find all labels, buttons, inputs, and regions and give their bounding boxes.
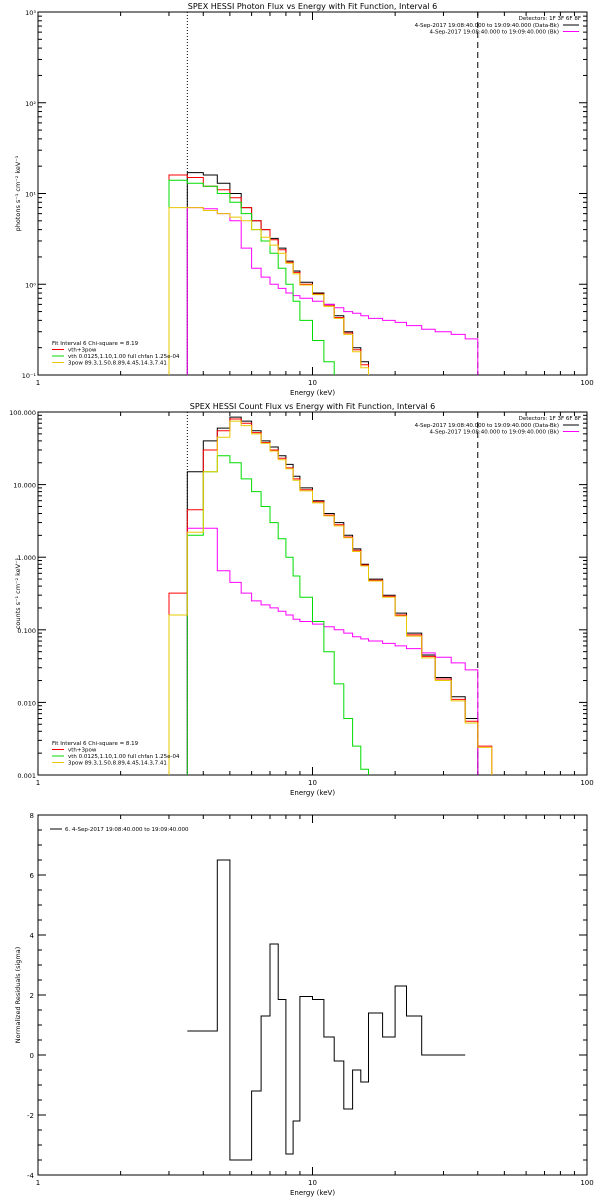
plot-frame [37, 411, 588, 776]
chart-title: SPEX HESSI Photon Flux vs Energy with Fi… [188, 2, 438, 11]
legend-row-text: 4-Sep-2017 19:08:40.000 to 19:09:40.000 … [415, 23, 559, 29]
chart-title: SPEX HESSI Count Flux vs Energy with Fit… [190, 402, 435, 411]
series-group [168, 416, 493, 775]
y-tick-label: 6 [30, 872, 35, 880]
fit-header: Fit Interval 6 Chi-square = 8.19 [52, 741, 139, 747]
series-group [168, 172, 479, 375]
x-tick-label: 1 [36, 1179, 40, 1187]
y-tick-label: 10.000 [13, 482, 36, 490]
series-pow3 [168, 207, 369, 375]
y-tick-label: 100.000 [9, 409, 36, 417]
legend-row-text: 4-Sep-2017 19:08:40.000 to 19:09:40.000 … [430, 30, 560, 36]
x-tick-label: 10 [308, 1179, 317, 1187]
x-axis-label: Energy (keV) [290, 389, 335, 397]
x-tick-label: 10 [308, 379, 317, 387]
x-tick-label: 100 [580, 379, 593, 387]
fit-header: Fit Interval 6 Chi-square = 8.19 [52, 341, 139, 347]
x-axis-label: Energy (keV) [290, 789, 335, 797]
y-tick-label: 8 [30, 812, 34, 820]
chart-panel-1: SPEX HESSI Photon Flux vs Energy with Fi… [14, 2, 594, 397]
y-tick-label: 10² [25, 100, 36, 108]
y-tick-label: -2 [27, 1112, 34, 1120]
y-tick-label: 10⁻¹ [22, 372, 37, 380]
legend-row-text: 4-Sep-2017 19:08:40.000 to 19:09:40.000 … [415, 423, 559, 429]
series-pow3 [168, 420, 493, 775]
fit-row-text: 3pow 89.3,1.50,8.89,4.45,14.3,7.41 [68, 361, 167, 367]
y-tick-label: 10¹ [25, 191, 36, 199]
x-tick-label: 100 [580, 1179, 593, 1187]
y-tick-label: 1.000 [17, 554, 36, 562]
legend-header: Detectors: 1F 3F 6F 8F [519, 416, 581, 422]
x-tick-label: 100 [580, 779, 593, 787]
y-tick-label: 0 [30, 1052, 34, 1060]
fit-row-text: vth+3pow [68, 748, 97, 754]
y-axis-label: photons s⁻¹ cm⁻² keV⁻¹ [14, 155, 22, 231]
series-vth [186, 455, 369, 775]
y-axis-label: Normalized Residuals (sigma) [14, 947, 22, 1044]
fit-row-text: vth+3pow [68, 348, 97, 354]
x-tick-label: 10 [308, 779, 317, 787]
y-tick-label: -4 [27, 1172, 35, 1180]
y-axis-label: counts s⁻¹ cm⁻² keV⁻¹ [14, 557, 22, 629]
series-group [187, 859, 466, 1161]
legend-row-text: 6. 4-Sep-2017 19:08:40.000 to 19:09:40.0… [65, 827, 189, 833]
x-tick-label: 1 [36, 379, 40, 387]
y-tick-label: 10⁰ [25, 281, 36, 289]
series-vth3pow [168, 418, 493, 775]
plot-frame [37, 814, 588, 1176]
chart-panel-3: 1 10 100 Energy (keV) -4 -2 0 2 4 6 8 Normalized Re… [14, 812, 594, 1197]
series-bk [186, 207, 479, 375]
y-tick-label: 10³ [25, 9, 36, 17]
y-tick-label: 0.001 [17, 772, 36, 780]
y-tick-label: 0.010 [17, 699, 36, 707]
fit-row-text: 3pow 89.3,1.50,8.89,4.45,14.3,7.41 [68, 761, 167, 767]
y-tick-label: 0.100 [17, 627, 36, 635]
x-tick-label: 1 [36, 779, 40, 787]
series-data_bk [186, 416, 479, 775]
legend-row-text: 4-Sep-2017 19:08:40.000 to 19:09:40.000 … [430, 430, 560, 436]
series-bk [186, 527, 479, 775]
series-resid [187, 859, 466, 1161]
y-tick-label: 2 [30, 992, 34, 1000]
fit-row-text: vth 0.0125,1.10,1.00 full chfan 1.25e-04 [68, 354, 180, 360]
series-vth [168, 179, 335, 375]
legend-header: Detectors: 1F 3F 6F 8F [519, 16, 581, 22]
y-tick-label: 4 [30, 932, 35, 940]
chart-panel-2: SPEX HESSI Count Flux vs Energy with Fit… [9, 402, 594, 797]
x-axis-label: Energy (keV) [290, 1189, 335, 1197]
fit-row-text: vth 0.0125,1.10,1.00 full chfan 1.25e-04 [68, 754, 180, 760]
